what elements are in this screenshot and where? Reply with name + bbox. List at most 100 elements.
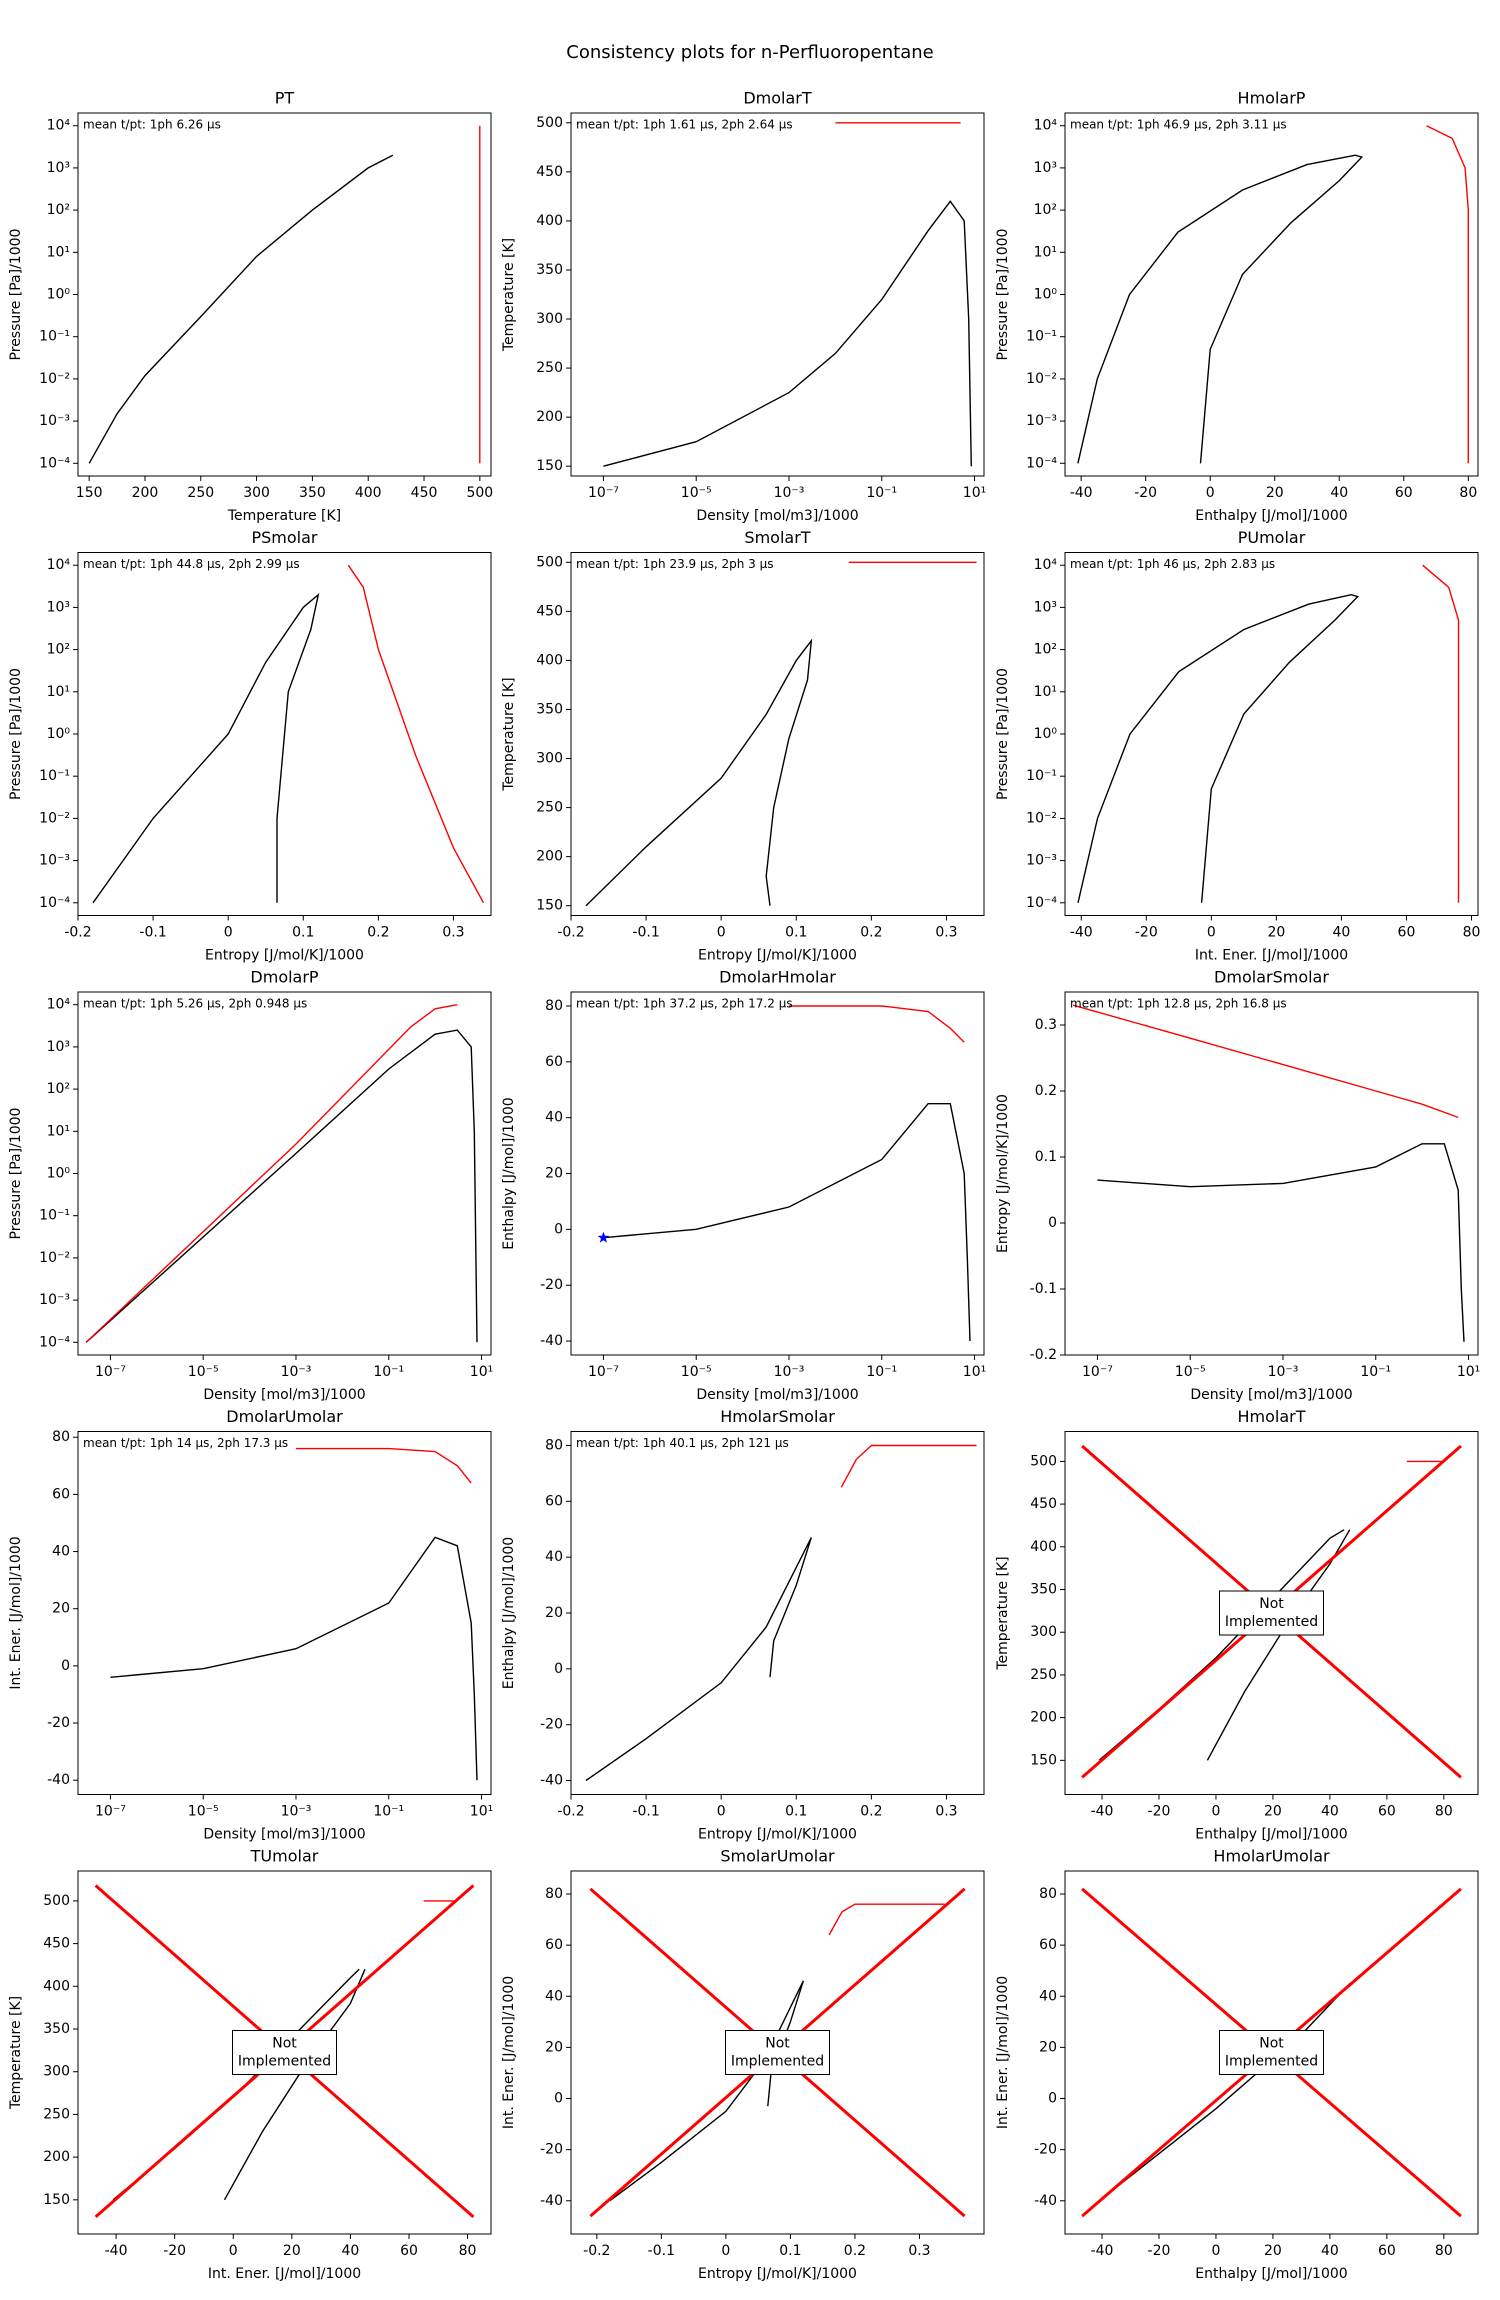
y-tick-label: 450 [43,1936,70,1952]
y-tick-label: 250 [536,360,563,376]
plot-area [85,1004,478,1343]
x-axis-label: Entropy [J/mol/K]/1000 [698,2266,857,2282]
x-tick-label: 10⁻⁵ [681,1364,712,1380]
y-tick-label: 350 [536,262,563,278]
subplot-title: HmolarUmolar [1213,1847,1330,1866]
x-tick-label: -20 [1135,925,1158,941]
x-tick-label: -0.1 [139,925,166,941]
x-axis-label: Temperature [K] [227,508,341,524]
annotation: mean t/pt: 1ph 46.9 µs, 2ph 3.11 µs [1070,118,1287,132]
axes-frame [77,1431,492,1795]
y-tick-label: 500 [536,554,563,570]
y-tick-label: 10⁻³ [1026,413,1057,429]
x-tick-label: 40 [341,2243,359,2259]
y-tick-label: 10³ [47,160,70,176]
series-line [88,154,394,464]
annotation: mean t/pt: 1ph 5.26 µs, 2ph 0.948 µs [83,997,307,1011]
y-tick-label: 10¹ [47,244,70,260]
y-tick-label: 20 [545,1166,563,1182]
x-axis-label: Enthalpy [J/mol]/1000 [1195,1827,1347,1843]
subplot-title: PSmolar [251,528,317,547]
y-tick-label: 10¹ [1034,244,1057,260]
x-tick-label: 10⁻¹ [373,1804,404,1820]
x-tick-label: 60 [400,2243,418,2259]
y-tick-label: 80 [545,998,563,1014]
note-box [232,2030,337,2075]
subplot: HmolarP Enthalpy [J/mol]/1000 Pressure [Pa… [995,89,1479,524]
y-tick-label: 10⁴ [47,118,71,134]
x-tick-label: 60 [1395,485,1413,501]
axes-frame [1064,552,1479,916]
x-tick-label: 0 [721,2243,730,2259]
series-line [828,1903,946,1936]
x-tick-label: -0.1 [648,2243,675,2259]
subplot: PUmolar Int. Ener. [J/mol]/1000 Pressure [… [995,528,1480,964]
y-tick-label: 150 [1030,1752,1057,1768]
y-axis-label: Temperature [K] [8,1996,24,2110]
x-tick-label: 0.3 [908,2243,930,2259]
x-tick-label: 10⁻¹ [373,1364,404,1380]
note-box [1219,2030,1324,2075]
y-axis-label: Int. Ener. [J/mol]/1000 [8,1536,24,1689]
y-tick-label: 20 [545,1605,563,1621]
subplot-title: DmolarT [743,89,812,108]
y-tick-label: 10⁻² [39,371,70,387]
y-tick-label: 10⁻¹ [39,329,70,345]
x-tick-label: 10⁻³ [281,1804,312,1820]
subplot: SmolarT Entropy [J/mol/K]/1000 Temperature… [501,528,985,964]
y-tick-label: 150 [536,458,563,474]
subplot: DmolarSmolar Density [mol/m3]/1000 Entropy… [995,968,1480,1404]
x-tick-label: 20 [1267,925,1285,941]
x-tick-label: 10¹ [470,1804,493,1820]
y-tick-label: 40 [545,1549,563,1565]
note-text: Not [1259,2036,1284,2052]
x-axis-label: Density [mol/m3]/1000 [203,1827,365,1843]
y-axis-label: Pressure [Pa]/1000 [8,1108,24,1240]
x-tick-label: 20 [1266,485,1284,501]
x-tick-label: -40 [1091,1804,1114,1820]
x-tick-label: 500 [466,485,493,501]
y-tick-label: 300 [536,751,563,767]
y-tick-label: 80 [545,1886,563,1902]
x-tick-label: 10⁻³ [1268,1364,1299,1380]
x-tick-label: 400 [355,485,382,501]
x-tick-label: 20 [283,2243,301,2259]
x-tick-label: -20 [1148,2243,1171,2259]
note-text: Not [765,2036,790,2052]
y-tick-label: 60 [1039,1937,1057,1953]
x-axis-label: Density [mol/m3]/1000 [203,1387,365,1403]
x-tick-label: 0.2 [860,925,882,941]
x-tick-label: 0 [717,1804,726,1820]
axes-frame [77,1870,492,2235]
x-tick-label: 0 [1211,2243,1220,2259]
series-line [1097,1143,1465,1342]
y-tick-label: 60 [545,1937,563,1953]
y-tick-label: 10⁻¹ [39,768,70,784]
x-tick-label: 80 [1435,2243,1453,2259]
y-tick-label: 10⁰ [1034,287,1058,303]
y-tick-label: 40 [545,1110,563,1126]
y-tick-label: 10⁴ [47,997,71,1013]
x-tick-label: 60 [1398,925,1416,941]
y-tick-label: 10² [1034,642,1057,658]
y-tick-label: 80 [52,1429,70,1445]
x-axis-label: Entropy [J/mol/K]/1000 [698,1827,857,1843]
x-tick-label: 10⁻¹ [1360,1364,1391,1380]
x-tick-label: 80 [1435,1804,1453,1820]
x-tick-label: 0 [1211,1804,1220,1820]
axes-frame [77,991,492,1356]
y-axis-label: Pressure [Pa]/1000 [995,229,1011,361]
y-tick-label: 10⁻³ [39,853,70,869]
x-tick-label: -20 [1134,485,1157,501]
x-tick-label: -40 [105,2243,128,2259]
x-tick-label: 10⁻⁷ [588,485,619,501]
axes-frame [77,552,492,916]
y-tick-label: 10⁻¹ [1026,329,1057,345]
series-line [296,1447,472,1484]
x-tick-label: -0.1 [632,1804,659,1820]
y-tick-label: 10⁻² [1026,371,1057,387]
y-tick-label: 10⁴ [1034,557,1058,573]
annotation: mean t/pt: 1ph 46 µs, 2ph 2.83 µs [1070,557,1275,571]
y-tick-label: 200 [1030,1710,1057,1726]
axes-frame [77,112,492,477]
